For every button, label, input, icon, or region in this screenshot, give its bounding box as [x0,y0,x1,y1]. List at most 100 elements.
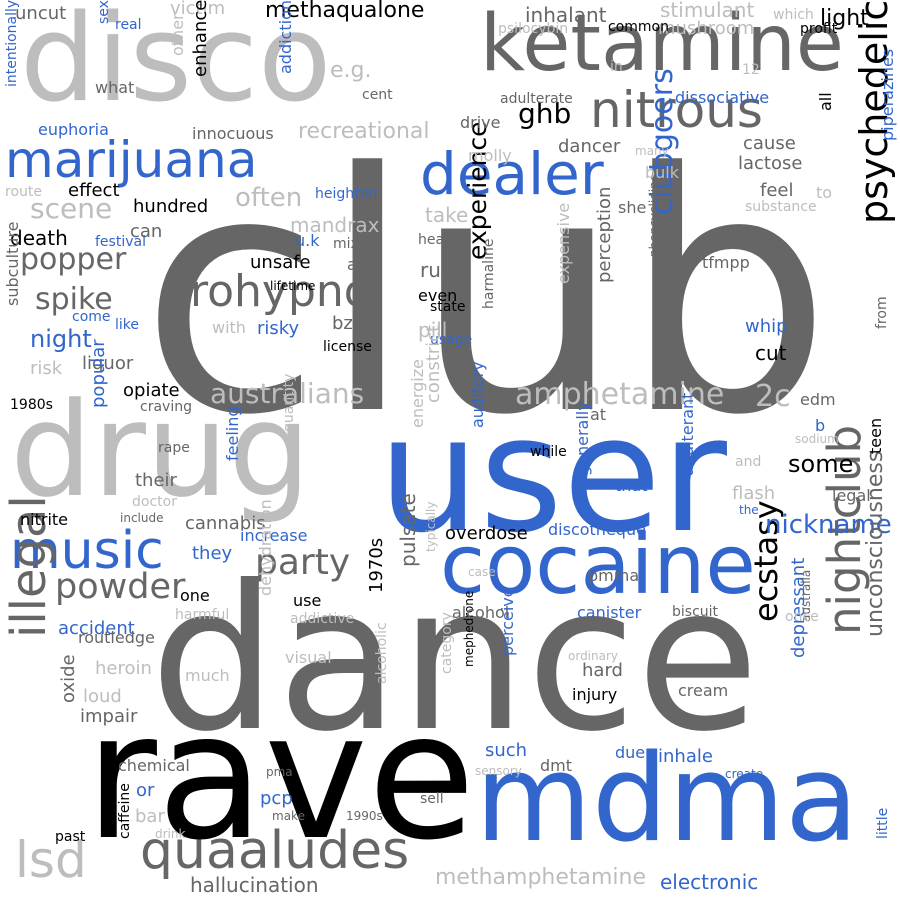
word-like: like [115,317,140,333]
word-lifetime: lifetime [270,279,316,293]
word-other: other [168,13,187,56]
word-molly: molly [468,146,512,165]
word-alcoholic: alcoholic [374,622,390,684]
word-subculture: subculture [3,221,22,307]
word-dealer: dealer [420,140,604,208]
word-the: the [739,503,759,517]
word-use: use [293,591,322,610]
word-rape: rape [158,440,190,456]
word-adulterant: adulterant [678,392,697,476]
word-feeling: feeling [223,406,242,461]
word-expensive: expensive [554,202,573,284]
word-nitrite: nitrite [20,510,68,529]
word-cream: cream [678,681,729,700]
word-add: add [347,255,378,274]
word-even: even [418,286,458,305]
word-doctor: doctor [132,494,177,510]
word-bulk: bulk [645,163,680,182]
word-12: 12 [742,62,760,78]
word-2c: 2c [755,379,791,414]
word-quantity: quantity [281,373,297,432]
word-spike: spike [35,282,113,317]
word-methamphetamine: methamphetamine [435,865,647,890]
word-unconsciousness: unconsciousness [863,450,888,637]
word-1970s: 1970s [366,537,387,593]
word-pill: pill [418,318,448,342]
word-nickname: nickname [765,510,892,540]
word-from: from [874,296,890,329]
word-effect: effect [68,180,120,201]
word-dmt: dmt [540,756,573,775]
word-b: b [815,416,826,435]
word-to: to [816,183,833,202]
word-pma: pma [266,765,293,779]
word-pulsate: pulsate [396,493,420,567]
word-electronic: electronic [660,870,759,894]
word-once: once [785,609,819,625]
word-sensory: sensory [475,764,522,778]
word-user: user [378,381,727,568]
word-pcp: pcp [260,788,293,809]
word-intentionally: intentionally [4,0,20,88]
word-usage: usage [430,332,473,348]
word-hallucination: hallucination [190,873,319,897]
word-energize: energize [408,359,427,428]
word-substance: substance [745,199,817,215]
word-unsafe: unsafe [250,252,311,273]
word-caffeine: caffeine [117,783,133,839]
word-enhance: enhance [190,0,211,78]
word-popular: popular [88,339,109,408]
word-1980s: 1980s [10,397,53,413]
word-feel: feel [760,180,794,201]
word-overdose: overdose [445,523,528,544]
word-heroin: heroin [95,658,152,679]
word-much: much [185,666,230,685]
word-disco: disco [20,0,332,129]
word-scene: scene [30,192,113,225]
word-popper: popper [20,242,127,277]
word-piperazines: piperazines [878,48,897,141]
word-increase: increase [240,526,308,545]
word-cut: cut [755,341,787,365]
word-sex: sex [96,0,112,24]
word-state: state [430,299,466,315]
word-often: often [235,183,303,213]
word-hard: hard [582,660,623,681]
word-methaqualone: methaqualone [265,0,425,23]
word-impair: impair [80,706,138,727]
word-dehydration: dehydration [256,499,275,596]
word-ketamine: ketamine [480,0,844,89]
word-past: past [55,829,86,845]
word-that: that [615,476,648,495]
word-mandrax: mandrax [290,213,380,237]
word-rush: rush [420,258,464,282]
word-ghb: ghb [518,97,572,130]
word-license: license [323,339,372,355]
word-perception: perception [594,186,615,283]
word-mushroom: mushroom [658,18,755,39]
word-and: and [735,454,762,470]
word-inhalant: inhalant [525,3,607,27]
word-rave: rave [85,676,476,879]
word-music: music [10,521,164,581]
word-craving: craving [140,399,192,415]
word-adulterate: adulterate [500,91,573,107]
word-innocuous: innocuous [192,124,274,143]
word-cocaine: cocaine [440,518,756,613]
word-party: party [255,542,351,583]
word-heart: heart [418,232,456,248]
word-psilocybin: psilocybin [498,21,569,37]
word-they: they [192,543,233,564]
word-lsd: lsd [15,831,87,889]
word-common: common [608,19,669,35]
word-little: little [875,807,891,839]
word-victim: victim [170,0,226,19]
word-oxide: oxide [58,654,79,703]
word-stimulant: stimulant [660,0,755,22]
word-many: many [635,144,669,158]
word-recreational: recreational [298,119,430,144]
word-lactose: lactose [738,153,803,174]
word-real: real [115,17,142,33]
word-australians: australians [210,377,365,410]
